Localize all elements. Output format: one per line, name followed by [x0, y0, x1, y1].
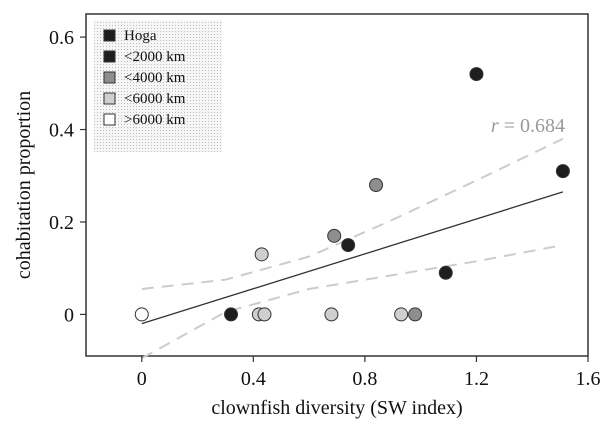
legend-swatch — [103, 29, 116, 42]
legend-swatch — [103, 113, 116, 126]
data-point — [327, 228, 342, 243]
x-tick-label: 0.4 — [241, 368, 266, 390]
legend-label: >6000 km — [124, 112, 186, 128]
legend-swatch — [103, 92, 116, 105]
legend-swatch — [103, 50, 116, 63]
legend-label: Hoga — [124, 28, 157, 44]
data-point — [438, 265, 453, 280]
x-tick-label: 0 — [137, 368, 147, 390]
x-tick-label: 0.8 — [352, 368, 377, 390]
data-point — [369, 178, 384, 192]
x-axis: 0 0.4 0.8 1.2 1.6 — [137, 356, 601, 390]
data-point — [254, 247, 269, 262]
y-tick-label: 0.4 — [49, 120, 74, 142]
correlation-r-symbol: r — [491, 115, 499, 137]
data-point — [224, 307, 239, 322]
plot-frame — [85, 13, 589, 357]
x-axis-title: clownfish diversity (SW index) — [211, 397, 462, 419]
y-tick-label: 0 — [64, 304, 74, 326]
correlation-value: = 0.684 — [499, 115, 565, 137]
y-axis-title: cohabitation proportion — [13, 91, 35, 279]
data-point — [394, 307, 409, 322]
data-point — [469, 67, 484, 82]
legend-label: <2000 km — [124, 49, 186, 65]
data-point — [134, 307, 149, 322]
correlation-annotation: r = 0.684 — [491, 115, 565, 137]
data-point — [341, 238, 356, 253]
data-point — [257, 307, 272, 322]
data-points — [134, 67, 570, 322]
y-tick-label: 0.2 — [49, 212, 74, 234]
legend-swatch — [103, 71, 116, 84]
ci-lower-line — [141, 244, 564, 360]
legend-label: <4000 km — [124, 70, 186, 86]
data-point — [324, 307, 339, 322]
legend-box — [94, 20, 222, 152]
x-tick-label: 1.2 — [464, 368, 489, 390]
legend: Hoga <2000 km <4000 km <6000 km >6000 km — [94, 20, 222, 152]
data-point — [408, 307, 423, 322]
x-tick-label: 1.6 — [576, 368, 601, 390]
data-point — [555, 164, 570, 179]
y-axis: 0 0.2 0.4 0.6 — [49, 27, 86, 326]
confidence-band — [141, 137, 564, 360]
y-tick-label: 0.6 — [49, 27, 74, 49]
legend-label: <6000 km — [124, 91, 186, 107]
regression-line — [141, 191, 564, 325]
regression-fit — [141, 191, 564, 325]
ci-upper-line — [141, 137, 564, 290]
